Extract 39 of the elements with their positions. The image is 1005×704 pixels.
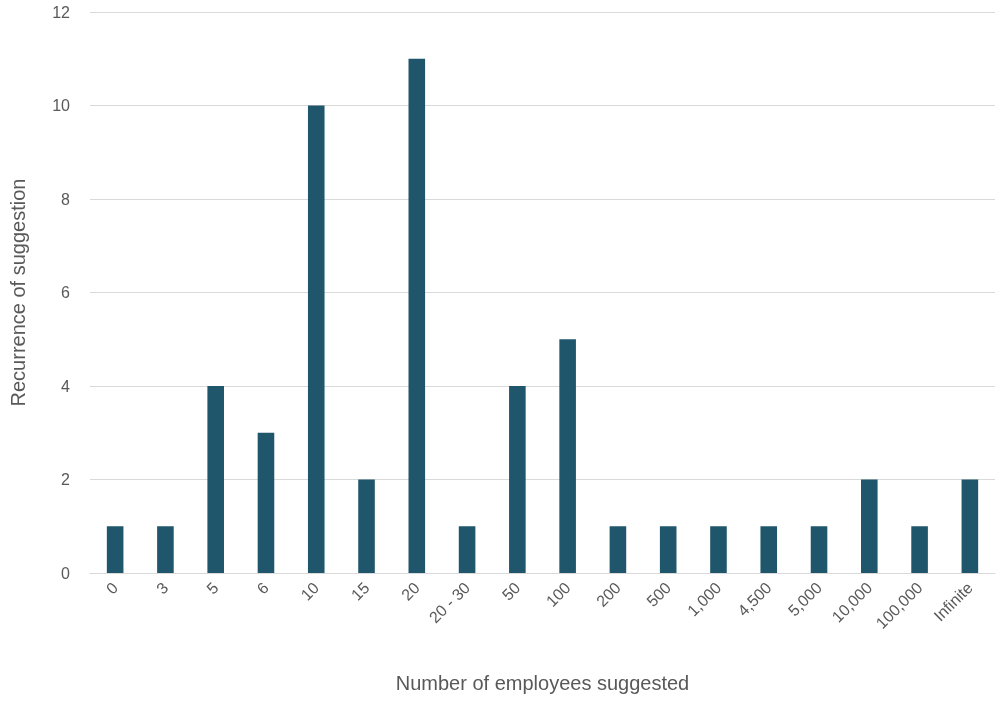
x-tick-label: 100 [542, 578, 574, 610]
x-tick-label: 10 [297, 578, 323, 604]
bar [710, 526, 727, 573]
bar [408, 58, 426, 573]
bar [559, 339, 576, 573]
bar [207, 386, 224, 573]
x-tick-label: 50 [498, 578, 524, 604]
y-tick-label: 2 [61, 471, 71, 488]
bar [106, 526, 124, 573]
bar [358, 479, 375, 573]
bar [307, 105, 325, 573]
bar [257, 432, 275, 573]
y-tick-label: 4 [61, 377, 71, 395]
bar [609, 526, 627, 573]
y-tick-label: 12 [52, 3, 71, 21]
bar [509, 386, 526, 573]
x-tick-label: 20 - 30 [425, 578, 474, 627]
x-tick-label: 500 [643, 578, 675, 610]
y-axis-title: Recurrence of suggestion [7, 178, 29, 407]
y-tick-label: 10 [52, 97, 71, 114]
x-tick-label: 3 [153, 578, 172, 598]
bar [659, 526, 677, 573]
bar [911, 526, 928, 573]
y-tick-label: 8 [61, 190, 71, 208]
bar [861, 479, 878, 573]
x-tick-label: 6 [253, 578, 273, 598]
bar [760, 526, 778, 573]
x-tick-label: 200 [593, 578, 624, 610]
x-tick-label: 15 [347, 578, 373, 604]
bar [810, 526, 828, 573]
y-tick-label: 6 [61, 284, 71, 301]
bar [157, 526, 174, 573]
bar [458, 526, 476, 573]
x-axis-title: Number of employees suggested [395, 672, 690, 694]
bar [961, 479, 979, 573]
x-tick-label: 0 [102, 578, 122, 598]
y-tick-label: 0 [61, 564, 71, 582]
x-tick-label: 5 [203, 578, 222, 598]
x-tick-label: 20 [398, 578, 423, 604]
